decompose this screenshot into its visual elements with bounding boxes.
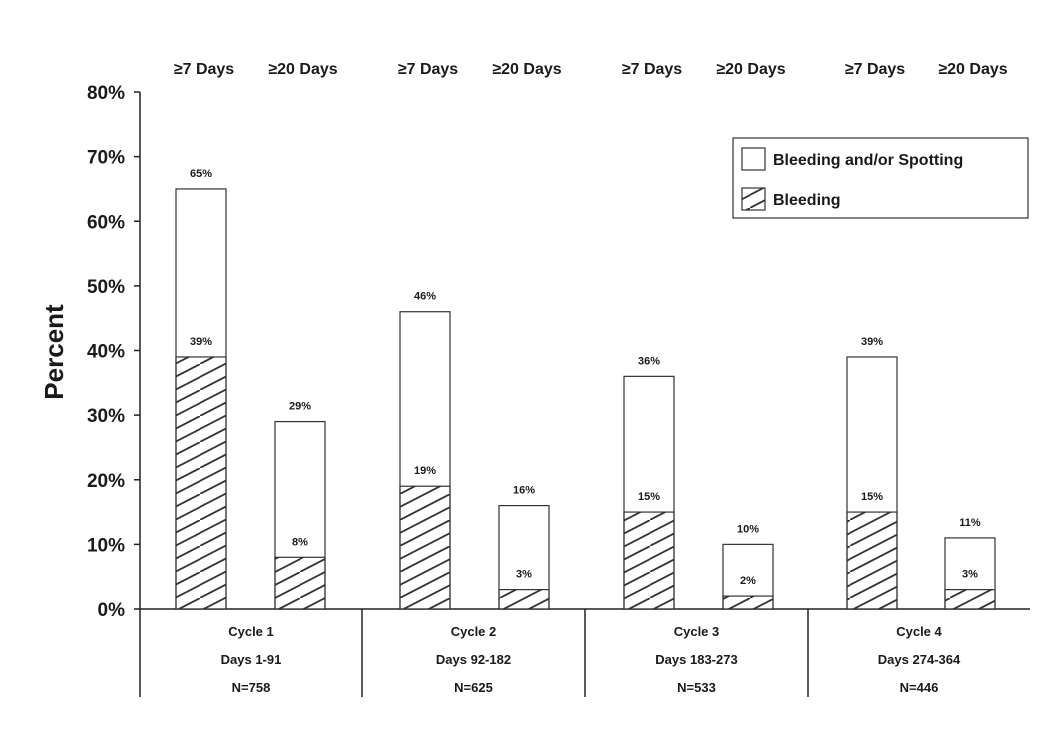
legend-label-bleeding: Bleeding (773, 192, 841, 209)
group-label: Cycle 2 (451, 624, 497, 639)
legend-swatch-spotting (741, 147, 766, 171)
bar-value-label: 19% (414, 465, 436, 477)
y-tick-label: 10% (87, 535, 125, 556)
group-label: Cycle 3 (674, 624, 720, 639)
bar-period-label: ≥7 Days (398, 61, 458, 78)
group-label: Days 92-182 (436, 652, 511, 667)
group-label: N=758 (232, 680, 271, 695)
bar-period-label: ≥20 Days (716, 61, 785, 78)
legend-box (732, 137, 1029, 219)
bar-value-label: 10% (737, 523, 759, 535)
group-label: Days 1-91 (221, 652, 282, 667)
bar-bleeding (846, 511, 898, 610)
group-label: N=625 (454, 680, 493, 695)
bar-period-label: ≥7 Days (622, 61, 682, 78)
bar-bleeding (175, 356, 227, 610)
bar-value-label: 8% (292, 536, 308, 548)
bar-bleeding (274, 556, 326, 610)
group-label: Days 183-273 (655, 652, 737, 667)
y-tick-label: 20% (87, 471, 125, 492)
bar-bleeding (498, 589, 550, 610)
bar-value-label: 36% (638, 355, 660, 367)
bar-value-label: 46% (414, 291, 436, 303)
group-label: N=533 (677, 680, 716, 695)
bar-value-label: 3% (516, 569, 532, 581)
legend: Bleeding and/or Spotting Bleeding (732, 137, 1029, 219)
y-tick-label: 40% (87, 342, 125, 363)
legend-swatch-bleeding (741, 187, 766, 211)
y-tick-label: 80% (87, 83, 125, 104)
y-tick-label: 60% (87, 212, 125, 233)
bar-value-label: 15% (861, 491, 883, 503)
group-label: Cycle 4 (896, 624, 942, 639)
group-label: Days 274-364 (878, 652, 961, 667)
bar-value-label: 39% (861, 336, 883, 348)
y-tick-label: 50% (87, 277, 125, 298)
y-tick-label: 30% (87, 406, 125, 427)
y-tick-label: 0% (98, 600, 126, 621)
bar-value-label: 15% (638, 491, 660, 503)
bar-bleeding (623, 511, 675, 610)
bar-period-label: ≥20 Days (268, 61, 337, 78)
bar-period-label: ≥20 Days (492, 61, 561, 78)
bar-period-label: ≥20 Days (938, 61, 1007, 78)
bar-bleeding (399, 485, 451, 610)
bar-period-label: ≥7 Days (845, 61, 905, 78)
bar-bleeding (722, 595, 774, 610)
bar-value-label: 11% (959, 517, 981, 529)
y-axis-title: Percent (39, 304, 69, 400)
y-tick-label: 70% (87, 148, 125, 169)
bar-period-label: ≥7 Days (174, 61, 234, 78)
bar-value-label: 65% (190, 168, 212, 180)
bar-value-label: 2% (740, 575, 756, 587)
group-label: Cycle 1 (228, 624, 274, 639)
bar-value-label: 39% (190, 336, 212, 348)
bar-value-label: 16% (513, 485, 535, 497)
group-label: N=446 (900, 680, 939, 695)
bar-bleeding (944, 589, 996, 610)
bar-value-label: 3% (962, 569, 978, 581)
legend-label-spotting: Bleeding and/or Spotting (773, 152, 963, 169)
bar-value-label: 29% (289, 401, 311, 413)
